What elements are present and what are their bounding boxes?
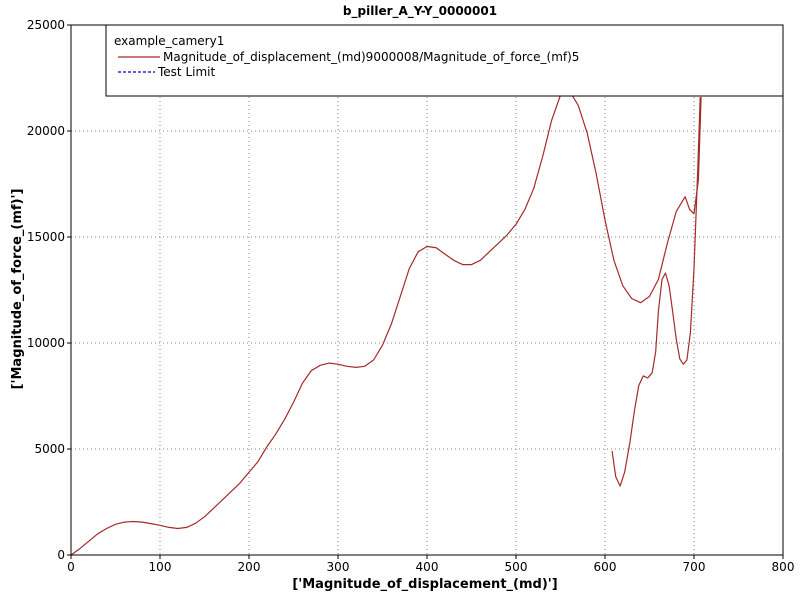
chart-title: b_piller_A_Y-Y_0000001 bbox=[343, 4, 497, 19]
series-line-0 bbox=[70, 90, 702, 556]
legend-entry-series: Magnitude_of_displacement_(md)9000008/Ma… bbox=[163, 50, 579, 64]
x-axis-title: ['Magnitude_of_displacement_(md)'] bbox=[292, 577, 557, 592]
legend-group-title: example_camery1 bbox=[114, 34, 224, 48]
y-tick-label: 5000 bbox=[34, 442, 65, 456]
plot-area bbox=[70, 90, 702, 556]
y-tick-label: 10000 bbox=[27, 336, 65, 350]
y-tick-label: 0 bbox=[57, 548, 65, 562]
grid bbox=[71, 24, 784, 555]
y-axis-title: ['Magnitude_of_force_(mf)'] bbox=[10, 189, 25, 390]
x-tick-label: 400 bbox=[416, 560, 439, 574]
legend-entry-test-limit: Test Limit bbox=[157, 65, 215, 79]
x-tick-label: 300 bbox=[327, 560, 350, 574]
x-tick-label: 0 bbox=[67, 560, 75, 574]
y-tick-label: 25000 bbox=[27, 18, 65, 32]
y-tick-label: 20000 bbox=[27, 124, 65, 138]
x-tick-label: 500 bbox=[505, 560, 528, 574]
legend-box bbox=[105, 24, 784, 97]
series-line-1 bbox=[611, 97, 701, 487]
x-tick-label: 100 bbox=[149, 560, 172, 574]
axes: 0 100 200 300 400 500 600 700 800 0 5000 10000 15000… bbox=[27, 18, 795, 574]
x-tick-label: 800 bbox=[772, 560, 795, 574]
x-tick-label: 700 bbox=[683, 560, 706, 574]
x-tick-label: 200 bbox=[238, 560, 261, 574]
legend: example_camery1 Magnitude_of_displacemen… bbox=[105, 24, 784, 97]
x-tick-label: 600 bbox=[594, 560, 617, 574]
y-tick-label: 15000 bbox=[27, 230, 65, 244]
